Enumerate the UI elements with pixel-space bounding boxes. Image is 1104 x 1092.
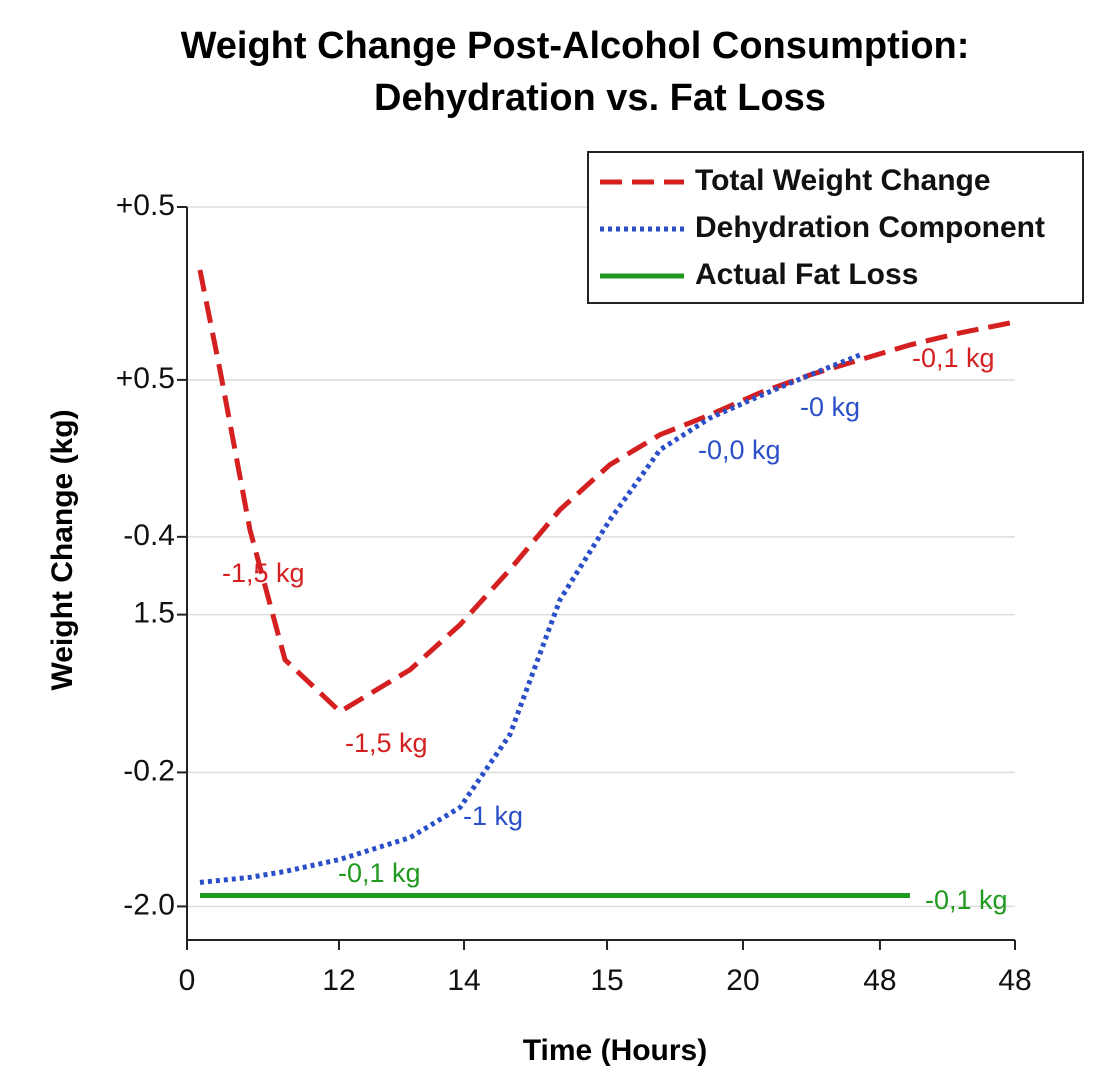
legend-label: Actual Fat Loss — [695, 258, 918, 291]
annotation: -1 kg — [463, 801, 523, 831]
annotation: -1,5 kg — [345, 728, 428, 758]
x-tick-label: 48 — [998, 964, 1031, 997]
y-tick-label: 1.5 — [133, 597, 175, 630]
x-tick-label: 48 — [863, 964, 896, 997]
legend-label: Dehydration Component — [695, 211, 1045, 244]
x-tick-label: 0 — [179, 964, 196, 997]
annotation: -1,5 kg — [222, 558, 305, 588]
x-tick-label: 12 — [322, 964, 355, 997]
chart-title: Weight Change Post-Alcohol Consumption: — [181, 25, 970, 67]
legend-label: Total Weight Change — [695, 164, 991, 197]
y-axis-label: Weight Change (kg) — [46, 409, 79, 690]
y-tick-label: +0.5 — [116, 189, 175, 222]
chart-title: Dehydration vs. Fat Loss — [374, 77, 826, 119]
annotation: -0,1 kg — [912, 343, 995, 373]
x-axis-label: Time (Hours) — [523, 1034, 707, 1067]
annotation: -0,1 kg — [925, 885, 1008, 915]
y-tick-label: -0.2 — [123, 754, 175, 787]
x-tick-label: 14 — [447, 964, 480, 997]
x-tick-label: 15 — [590, 964, 623, 997]
y-tick-label: -2.0 — [123, 888, 175, 921]
data-line — [197, 269, 1016, 715]
y-tick-label: +0.5 — [116, 362, 175, 395]
y-tick-label: -0.4 — [123, 519, 175, 552]
annotation: -0,0 kg — [698, 435, 781, 465]
x-tick-label: 20 — [726, 964, 759, 997]
annotation: -0 kg — [800, 392, 860, 422]
annotation: -0,1 kg — [338, 858, 421, 888]
data-line — [199, 352, 861, 885]
